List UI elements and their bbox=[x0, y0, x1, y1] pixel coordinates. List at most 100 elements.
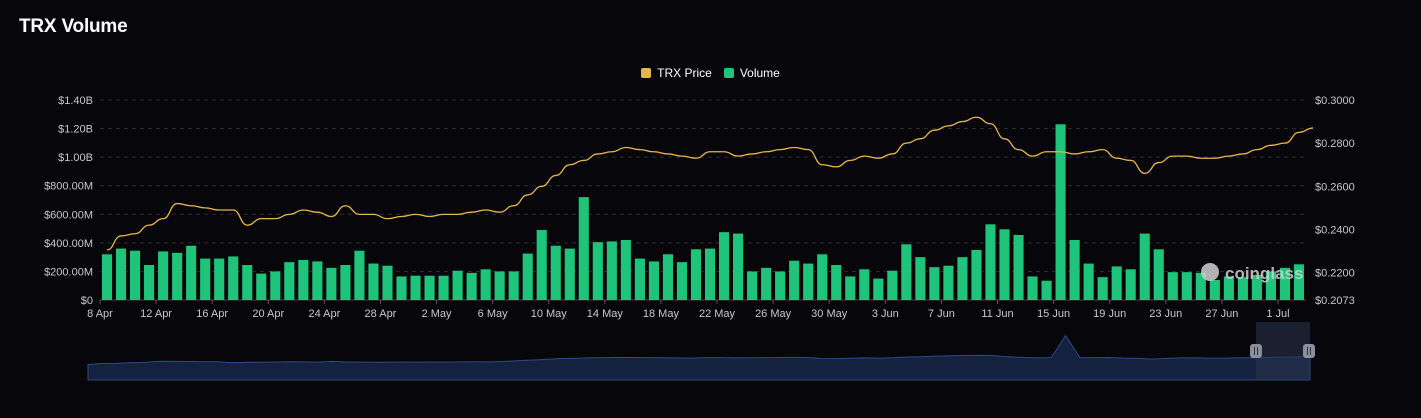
volume-bar bbox=[1013, 235, 1024, 300]
x-tick-label: 24 Apr bbox=[308, 308, 340, 320]
y-left-tick-label: $0 bbox=[81, 295, 93, 307]
x-tick-label: 7 Jun bbox=[928, 308, 955, 320]
volume-bar bbox=[242, 265, 253, 300]
volume-bar bbox=[228, 256, 239, 300]
y-left-tick-label: $400.00M bbox=[44, 238, 93, 250]
volume-bar bbox=[368, 263, 379, 300]
legend-label-price: TRX Price bbox=[657, 66, 712, 80]
x-tick-label: 3 Jun bbox=[872, 308, 899, 320]
volume-bar bbox=[1153, 249, 1164, 300]
legend-item-volume[interactable]: Volume bbox=[723, 66, 780, 80]
volume-bar bbox=[831, 265, 842, 300]
price-line bbox=[106, 116, 1314, 251]
volume-bar bbox=[480, 269, 491, 300]
volume-bar bbox=[172, 252, 183, 300]
volume-bar bbox=[1251, 275, 1262, 300]
volume-bar bbox=[1167, 272, 1178, 300]
y-right-tick-label: $0.2400 bbox=[1315, 224, 1355, 236]
x-tick-label: 20 Apr bbox=[252, 308, 284, 320]
volume-bar bbox=[312, 261, 323, 300]
volume-bar bbox=[1027, 276, 1038, 300]
handle-grip bbox=[1303, 344, 1315, 358]
legend-label-volume: Volume bbox=[739, 66, 780, 80]
volume-bar bbox=[158, 251, 169, 300]
navigator-left-handle[interactable] bbox=[1250, 344, 1262, 358]
volume-bar bbox=[845, 276, 856, 300]
volume-bar bbox=[508, 271, 519, 300]
y-right-tick-label: $0.2600 bbox=[1315, 181, 1355, 193]
volume-bar bbox=[1223, 276, 1234, 300]
navigator-right-handle[interactable] bbox=[1303, 344, 1315, 358]
volume-bar bbox=[564, 248, 575, 300]
volume-bar bbox=[144, 265, 155, 300]
volume-bar bbox=[382, 265, 393, 300]
navigator-selection bbox=[1256, 322, 1310, 380]
legend-item-price[interactable]: TRX Price bbox=[641, 66, 712, 80]
handle-grip bbox=[1250, 344, 1262, 358]
volume-bar bbox=[186, 245, 197, 300]
volume-bar bbox=[592, 242, 603, 300]
volume-bar bbox=[704, 248, 716, 300]
volume-bar bbox=[270, 271, 281, 300]
volume-bar bbox=[1181, 272, 1192, 300]
volume-bar bbox=[929, 267, 940, 300]
y-left-tick-label: $800.00M bbox=[44, 181, 93, 193]
volume-bar bbox=[620, 240, 631, 300]
volume-bar bbox=[354, 250, 365, 300]
y-right-tick-label: $0.2073 bbox=[1315, 295, 1355, 307]
volume-bar bbox=[130, 250, 141, 300]
volume-bar bbox=[1041, 280, 1052, 300]
volume-bar bbox=[256, 273, 267, 300]
volume-bar bbox=[690, 249, 702, 300]
volume-bar bbox=[340, 265, 351, 300]
volume-bar bbox=[1293, 264, 1305, 300]
x-tick-label: 22 May bbox=[699, 308, 736, 320]
volume-bar bbox=[1195, 272, 1206, 300]
volume-bar bbox=[761, 267, 772, 300]
volume-bar bbox=[438, 275, 449, 300]
volume-bar bbox=[298, 260, 309, 300]
volume-bar bbox=[410, 275, 421, 300]
navigator-series bbox=[87, 334, 1311, 381]
volume-bar bbox=[1279, 267, 1291, 300]
volume-bar bbox=[326, 267, 337, 300]
volume-bar bbox=[999, 229, 1010, 300]
coinglass-watermark-text: coinglass bbox=[1225, 264, 1303, 283]
volume-bar bbox=[1111, 266, 1122, 300]
x-tick-label: 15 Jun bbox=[1037, 308, 1070, 320]
volume-bar bbox=[662, 254, 673, 300]
volume-bar bbox=[494, 271, 505, 300]
volume-bar bbox=[718, 232, 730, 300]
volume-bar bbox=[957, 257, 968, 300]
x-tick-label: 27 Jun bbox=[1205, 308, 1238, 320]
volume-bar bbox=[606, 241, 617, 300]
volume-bar bbox=[915, 257, 926, 300]
x-tick-label: 26 May bbox=[755, 308, 792, 320]
volume-bar bbox=[1139, 233, 1150, 300]
volume-bar bbox=[1125, 269, 1136, 300]
volume-bar bbox=[789, 260, 800, 300]
x-tick-label: 12 Apr bbox=[140, 308, 172, 320]
volume-bar bbox=[1209, 280, 1220, 300]
x-tick-label: 10 May bbox=[531, 308, 568, 320]
volume-bar bbox=[985, 224, 996, 300]
volume-bar bbox=[1069, 240, 1080, 300]
volume-bar bbox=[396, 276, 407, 300]
y-left-tick-label: $1.40B bbox=[58, 95, 93, 107]
volume-bar bbox=[550, 245, 561, 300]
chart-title: TRX Volume bbox=[19, 16, 128, 37]
volume-bar bbox=[200, 258, 211, 300]
chart-legend: TRX Price Volume bbox=[0, 66, 1421, 80]
y-left-tick-label: $600.00M bbox=[44, 209, 93, 221]
y-right-tick-label: $0.2800 bbox=[1315, 138, 1355, 150]
volume-bar bbox=[214, 258, 225, 300]
x-tick-label: 2 May bbox=[422, 308, 452, 320]
volume-bar bbox=[887, 270, 898, 300]
volume-bar bbox=[1237, 277, 1248, 300]
x-tick-label: 23 Jun bbox=[1149, 308, 1182, 320]
volume-bar bbox=[284, 262, 295, 300]
volume-bar bbox=[943, 265, 954, 300]
x-tick-label: 14 May bbox=[587, 308, 624, 320]
volume-bar bbox=[1265, 271, 1276, 300]
volume-bar bbox=[101, 254, 113, 300]
